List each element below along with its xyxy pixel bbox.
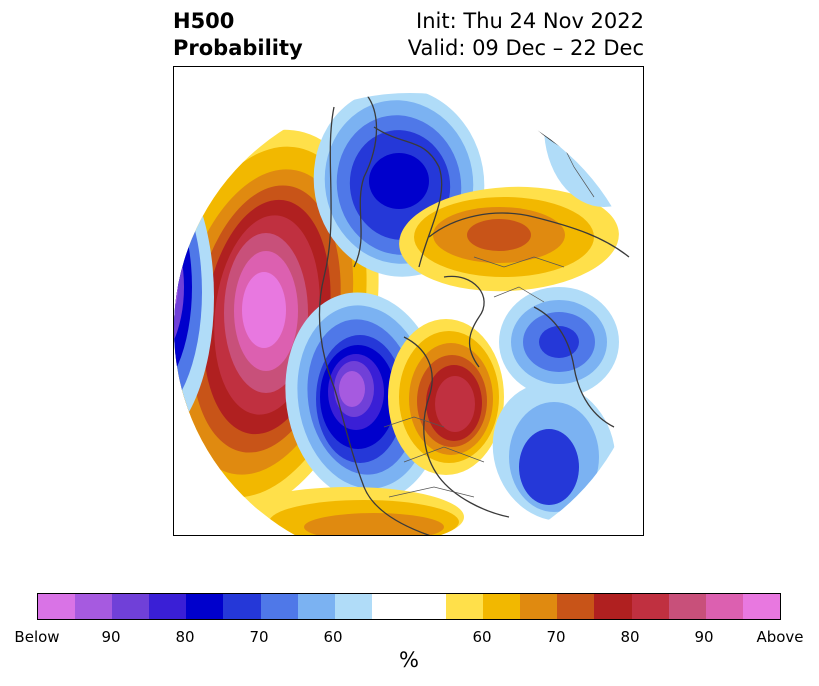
colorbar-tick-label: 90 <box>101 628 121 646</box>
map-title: H500 Probability <box>173 8 303 62</box>
valid-range: Valid: 09 Dec – 22 Dec <box>407 36 644 60</box>
colorbar-segment <box>223 594 261 619</box>
coastline-europe <box>428 212 630 258</box>
coastline-east-asia <box>533 306 615 428</box>
colorbar-tick-label: 70 <box>249 628 269 646</box>
probability-colorbar <box>37 593 781 620</box>
forecast-dates: Init: Thu 24 Nov 2022 Valid: 09 Dec – 22… <box>408 8 644 62</box>
colorbar-segment <box>334 594 372 619</box>
polar-probability-map <box>174 93 643 535</box>
colorbar-tick-label: 70 <box>546 628 566 646</box>
colorbar-segment <box>446 594 484 619</box>
coastline-north-america-west <box>318 106 435 535</box>
title-line-variable: H500 <box>173 9 235 33</box>
colorbar-segment <box>668 594 706 619</box>
anomaly-north-atlantic-above <box>388 319 504 475</box>
colorbar-tick-label: Below <box>14 628 60 646</box>
colorbar-segment <box>149 594 187 619</box>
anomaly-siberia-below <box>499 287 619 397</box>
colorbar-tick-label: 80 <box>620 628 640 646</box>
colorbar-segment <box>557 594 595 619</box>
anomaly-southern-below <box>492 383 616 521</box>
colorbar-segment <box>297 594 335 619</box>
colorbar-segment <box>520 594 558 619</box>
coastline-alaska <box>353 93 378 268</box>
colorbar-segment <box>705 594 743 619</box>
colorbar-tick-label: 90 <box>694 628 714 646</box>
colorbar-segment <box>112 594 150 619</box>
title-line-quantity: Probability <box>173 36 303 60</box>
init-date: Init: Thu 24 Nov 2022 <box>416 9 644 33</box>
colorbar-segment <box>631 594 669 619</box>
anomaly-southwest-above <box>234 487 464 535</box>
colorbar-segment <box>483 594 521 619</box>
colorbar-segment <box>260 594 298 619</box>
colorbar-segment <box>742 594 780 619</box>
colorbar-tick-label: 60 <box>472 628 492 646</box>
coastline-greenland <box>373 126 443 268</box>
colorbar-unit-label: % <box>399 648 419 672</box>
colorbar-segment <box>594 594 632 619</box>
colorbar-segment <box>38 594 76 619</box>
colorbar-tick-label: Above <box>756 628 804 646</box>
probability-field <box>174 93 643 535</box>
colorbar-tick-label: 80 <box>175 628 195 646</box>
colorbar-segment <box>371 594 447 619</box>
coastline-scandinavia <box>443 275 485 368</box>
colorbar-segment <box>75 594 113 619</box>
map-panel <box>173 66 644 536</box>
colorbar-segment <box>186 594 224 619</box>
colorbar-tick-label: 60 <box>323 628 343 646</box>
coastline-east-america <box>403 336 510 518</box>
anomaly-eurasia-above <box>399 186 619 292</box>
